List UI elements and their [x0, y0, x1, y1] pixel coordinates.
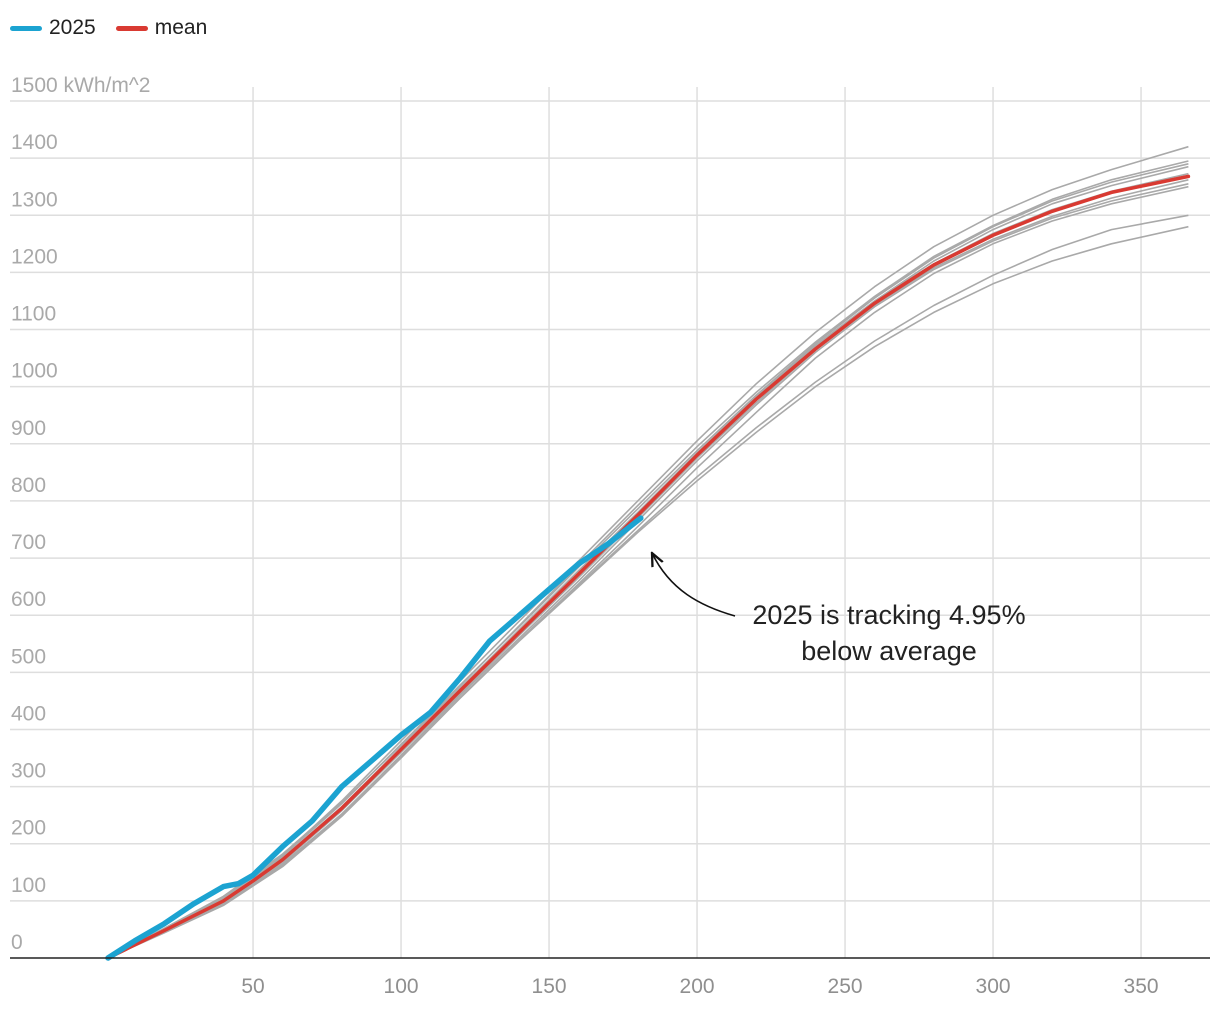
legend-swatch-2025 — [10, 25, 42, 31]
series-2025-line — [105, 515, 644, 961]
past-year-line — [107, 183, 1189, 959]
grid-lines — [10, 87, 1210, 958]
y-tick-label: 800 — [11, 474, 46, 497]
legend-label-mean: mean — [154, 16, 208, 39]
chart-legend: 2025 mean — [10, 16, 207, 40]
x-tick-label: 200 — [680, 975, 715, 998]
legend-item-2025[interactable]: 2025 — [10, 16, 96, 40]
y-tick-label: 400 — [11, 702, 46, 725]
y-tick-label: 500 — [11, 645, 46, 668]
y-tick-label: 1100 — [11, 303, 56, 326]
y-tick-label: 1500 kWh/m^2 — [11, 74, 150, 97]
past-year-line — [107, 214, 1189, 959]
x-tick-label: 100 — [384, 975, 419, 998]
y-tick-label: 1000 — [11, 360, 58, 383]
legend-swatch-mean — [115, 25, 148, 31]
mean-line — [106, 174, 1191, 960]
y-tick-label: 900 — [11, 417, 46, 440]
y-tick-label: 1200 — [11, 245, 58, 268]
past-year-line — [107, 185, 1189, 959]
y-tick-label: 0 — [11, 931, 23, 954]
annotation-line-1: 2025 is tracking 4.95% — [752, 600, 1025, 630]
legend-label-2025: 2025 — [49, 16, 96, 39]
past-year-line — [107, 179, 1189, 959]
y-tick-label: 1400 — [11, 131, 58, 154]
annotation-line-2: below average — [801, 636, 977, 666]
y-tick-label: 200 — [11, 817, 46, 840]
x-tick-label: 250 — [828, 975, 863, 998]
annotation-arrow — [652, 553, 736, 617]
past-year-line — [107, 160, 1189, 959]
past-year-line — [107, 225, 1189, 959]
past-year-line — [107, 163, 1189, 959]
y-tick-label: 100 — [11, 874, 46, 897]
x-tick-label: 350 — [1124, 975, 1159, 998]
x-tick-label: 300 — [976, 975, 1011, 998]
y-tick-label: 700 — [11, 531, 46, 554]
past-year-line — [107, 172, 1189, 959]
legend-item-mean[interactable]: mean — [115, 16, 208, 40]
x-tick-label: 150 — [532, 975, 567, 998]
series-layer — [105, 145, 1191, 961]
y-tick-label: 600 — [11, 588, 46, 611]
past-year-line — [107, 145, 1189, 959]
x-tick-labels: 50 100 150 200 250 300 350 — [241, 975, 1158, 998]
y-tick-labels: 0 100 200 300 400 500 600 700 800 900 1000 1100 1200… — [11, 74, 150, 954]
y-tick-label: 300 — [11, 760, 46, 783]
y-tick-label: 1300 — [11, 188, 58, 211]
past-year-line — [107, 165, 1189, 959]
x-tick-label: 50 — [241, 975, 264, 998]
